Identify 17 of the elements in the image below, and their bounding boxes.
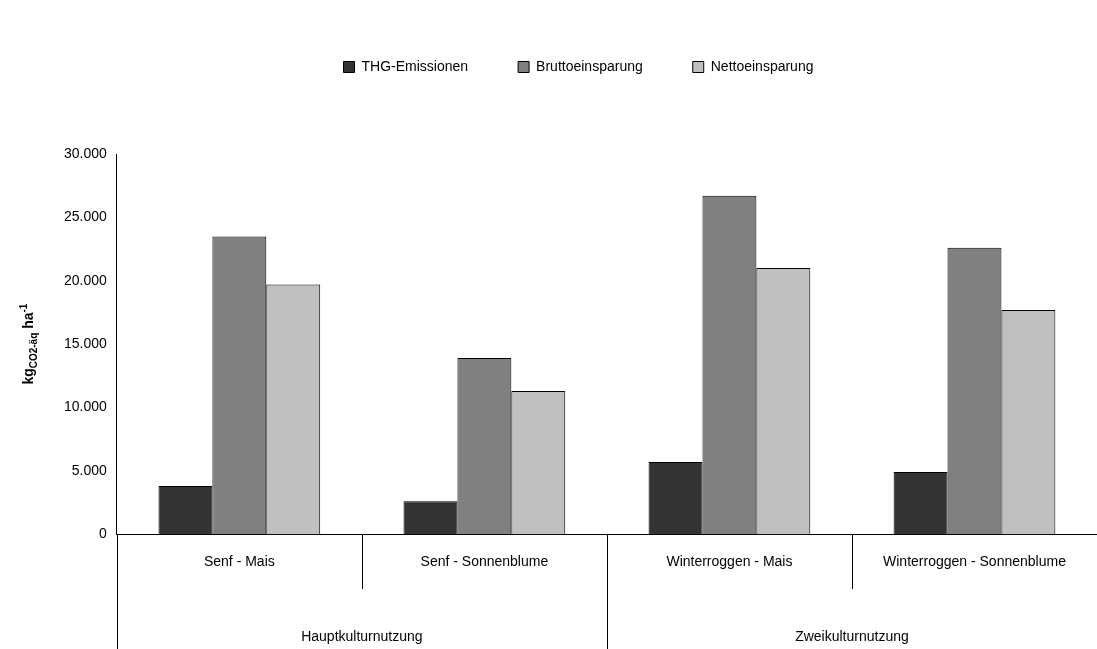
y-tick-label: 25.000 [63,208,108,225]
text: Hauptkulturnutzung [301,627,423,644]
y-tick-label: 15.000 [63,334,108,351]
y-axis-title: kgCO2-äq ha-1 [18,303,39,385]
y-tick-label: 10.000 [63,398,108,415]
legend-label: Bruttoeinsparung [536,57,643,74]
y-tick-label: 30.000 [63,144,108,161]
x-tick-label: Winterroggen - Mais [666,553,793,570]
y-tick-label: 20.000 [63,271,108,288]
x-tick-label: Winterroggen - Sonnenblume [883,553,1067,570]
y-tick-label: 0 [99,525,108,542]
x-tick-label: Senf - Mais [203,553,275,570]
x-tick-label: Senf - Sonnenblume [420,553,549,570]
legend-label: THG-Emissionen [361,57,469,74]
y-tick-label: 5.000 [71,461,108,478]
legend-label: Nettoeinsparung [710,57,814,74]
text: Zweikulturnutzung [795,627,909,644]
